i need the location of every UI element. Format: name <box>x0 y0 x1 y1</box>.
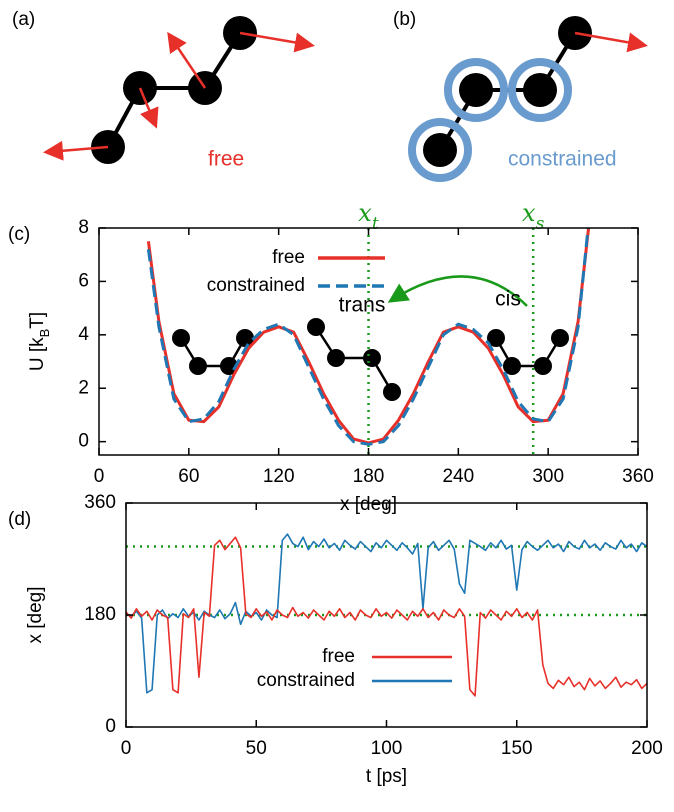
x-tick-label: 50 <box>246 738 267 759</box>
legend-label: free <box>272 247 305 268</box>
x-tick-label: 120 <box>263 466 295 487</box>
legend-label: constrained <box>207 275 305 296</box>
marker-label: xt <box>358 199 379 234</box>
y-tick-label: 4 <box>78 324 89 345</box>
panel-label: (b) <box>393 9 416 30</box>
x-tick-label: 150 <box>501 738 533 759</box>
x-tick-label: 300 <box>532 466 564 487</box>
marker-label-part: x <box>358 199 372 227</box>
y-axis-label-part: T] <box>27 312 48 329</box>
molecule-icons <box>172 318 569 401</box>
legend-label: free <box>322 646 355 667</box>
x-tick-label: 180 <box>353 466 385 487</box>
x-tick-label: 0 <box>94 466 105 487</box>
x-tick-label: 0 <box>121 738 132 759</box>
y-axis-label: U [kBT] <box>27 312 52 371</box>
x-tick-label: 200 <box>631 738 663 759</box>
annotation: cis <box>495 288 521 311</box>
x-tick-label: 100 <box>371 738 403 759</box>
diagram-label: constrained <box>508 148 617 171</box>
y-tick-label: 180 <box>84 604 116 625</box>
y-axis-label-part: B <box>37 329 52 338</box>
molecule-constrained <box>408 16 648 182</box>
marker-label-part: t <box>372 214 379 234</box>
diagram-label: free <box>208 148 244 171</box>
panel-label: (d) <box>8 509 31 530</box>
y-tick-label: 2 <box>78 377 89 398</box>
y-tick-label: 360 <box>84 492 116 513</box>
x-tick-label: 360 <box>622 466 654 487</box>
y-tick-label: 0 <box>105 716 116 737</box>
y-axis-label: x [deg] <box>25 586 46 643</box>
x-axis-label: x [deg] <box>340 494 397 515</box>
marker-label-part: s <box>536 214 545 234</box>
x-tick-label: 240 <box>442 466 474 487</box>
x-tick-label: 60 <box>178 466 199 487</box>
marker-label-part: x <box>522 199 536 227</box>
marker-label: xs <box>522 199 545 234</box>
series-line <box>126 533 647 694</box>
y-tick-label: 6 <box>78 270 89 291</box>
y-tick-label: 0 <box>78 431 89 452</box>
transition-arrow <box>387 275 528 307</box>
panel-label: (c) <box>8 224 30 245</box>
x-axis-label: t [ps] <box>366 766 407 787</box>
series-line <box>126 536 647 697</box>
series-line <box>146 228 590 446</box>
legend-label: constrained <box>257 670 355 691</box>
panel-label: (a) <box>12 9 35 30</box>
y-axis-label-part: x [deg] <box>25 586 46 643</box>
y-axis-label-part: U [k <box>27 337 48 371</box>
annotation: trans <box>339 294 386 317</box>
y-tick-label: 8 <box>78 217 89 238</box>
molecule-free <box>43 16 315 164</box>
